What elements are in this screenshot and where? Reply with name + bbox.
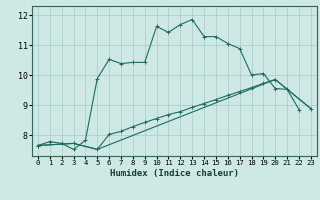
X-axis label: Humidex (Indice chaleur): Humidex (Indice chaleur) [110, 169, 239, 178]
